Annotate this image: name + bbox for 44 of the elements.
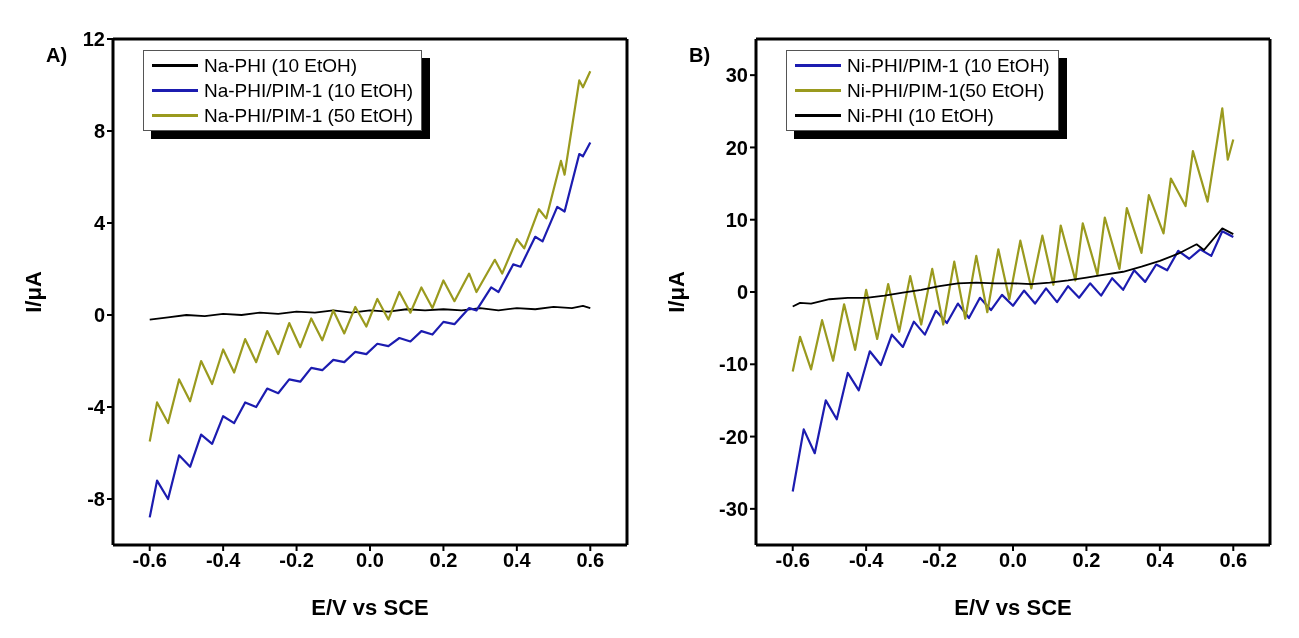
legend-label: Ni-PHI/PIM-1 (10 EtOH) bbox=[847, 54, 1050, 78]
legend-label: Na-PHI/PIM-1 (10 EtOH) bbox=[204, 79, 414, 103]
y-tick-label: 30 bbox=[725, 64, 748, 87]
y-tick-label: -8 bbox=[87, 488, 105, 511]
y-tick-label: -10 bbox=[719, 353, 748, 376]
x-tick-label: 0.2 bbox=[1072, 549, 1101, 572]
x-tick-label: -0.4 bbox=[848, 549, 885, 572]
x-tick-label: -0.6 bbox=[132, 549, 167, 572]
y-tick-label: 20 bbox=[725, 136, 748, 159]
legend-label: Ni-PHI/PIM-1(50 EtOH) bbox=[847, 79, 1045, 103]
x-tick-label: -0.6 bbox=[775, 549, 810, 572]
y-tick-label: 12 bbox=[82, 28, 105, 51]
y-tick-label: -30 bbox=[719, 497, 748, 520]
x-tick-label: 0.0 bbox=[356, 549, 384, 572]
y-tick-label: 4 bbox=[93, 212, 106, 235]
x-axis-title: E/V vs SCE bbox=[311, 595, 429, 620]
y-tick-label: 10 bbox=[725, 208, 748, 231]
y-axis-title: I/μA bbox=[663, 271, 689, 313]
x-tick-label: -0.4 bbox=[205, 549, 242, 572]
x-tick-label: 0.2 bbox=[429, 549, 458, 572]
x-tick-label: -0.2 bbox=[279, 549, 314, 572]
y-tick-label: 0 bbox=[93, 304, 105, 327]
legend-label: Ni-PHI (10 EtOH) bbox=[847, 104, 994, 128]
x-tick-label: 0.4 bbox=[502, 549, 532, 572]
line-series bbox=[791, 230, 1235, 493]
x-tick-label: -0.2 bbox=[922, 549, 957, 572]
y-tick-label: 0 bbox=[736, 281, 748, 304]
y-tick-label: 8 bbox=[93, 120, 105, 143]
x-tick-label: 0.6 bbox=[576, 549, 605, 572]
x-tick-label: 0.0 bbox=[999, 549, 1027, 572]
chart-title: A) bbox=[46, 44, 68, 67]
legend-label: Na-PHI/PIM-1 (50 EtOH) bbox=[204, 104, 414, 128]
y-axis-title: I/μA bbox=[20, 271, 46, 313]
line-series bbox=[791, 227, 1235, 308]
chart-title: B) bbox=[689, 44, 711, 67]
y-tick-label: -4 bbox=[87, 396, 106, 419]
line-series bbox=[791, 107, 1235, 373]
x-axis-title: E/V vs SCE bbox=[954, 595, 1072, 620]
legend-label: Na-PHI (10 EtOH) bbox=[204, 54, 358, 78]
x-tick-label: 0.6 bbox=[1219, 549, 1248, 572]
x-tick-label: 0.4 bbox=[1145, 549, 1175, 572]
line-series bbox=[148, 304, 592, 321]
line-series bbox=[148, 141, 592, 519]
y-tick-label: -20 bbox=[719, 425, 748, 448]
